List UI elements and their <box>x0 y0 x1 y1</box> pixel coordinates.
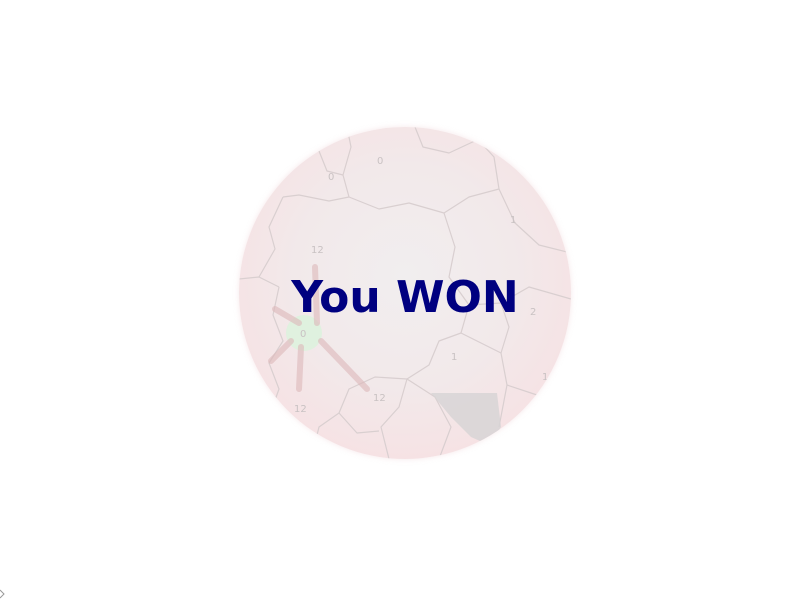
border-line <box>338 412 380 434</box>
region-count: 1 <box>542 372 548 383</box>
corner-edge-icon <box>0 589 5 599</box>
border-line <box>482 144 500 190</box>
border-line <box>500 302 510 354</box>
attack-arrow <box>268 338 294 364</box>
region-count: 0 <box>328 172 334 183</box>
region-count: 2 <box>530 307 536 318</box>
border-line <box>443 212 470 334</box>
player-region-count: 0 <box>300 329 306 340</box>
attack-arrows <box>268 264 370 392</box>
attack-arrow <box>296 344 304 392</box>
border-line <box>468 286 571 306</box>
attack-arrow <box>272 306 302 326</box>
region-count: 12 <box>311 245 324 256</box>
attack-arrow <box>318 338 370 392</box>
win-message: You WON <box>291 272 519 323</box>
region-count: 1 <box>510 215 516 226</box>
border-line <box>406 378 452 459</box>
border-line <box>498 384 508 428</box>
region-count: 1 <box>451 352 457 363</box>
region-count: 0 <box>377 156 383 167</box>
region-count: 12 <box>373 393 386 404</box>
border-line <box>380 378 408 459</box>
border-line <box>282 194 350 202</box>
border-line <box>239 276 280 288</box>
border-line <box>342 127 352 198</box>
territory-map: 0 0 0 1 12 2 12 12 1 1 <box>239 127 571 459</box>
border-line <box>318 150 344 176</box>
border-line <box>460 332 538 396</box>
neutral-region <box>431 393 501 445</box>
border-line <box>406 332 462 380</box>
border-line <box>310 412 340 459</box>
border-line <box>498 188 571 254</box>
border-line <box>414 127 480 154</box>
border-line <box>348 188 500 214</box>
region-count: 12 <box>294 404 307 415</box>
border-line <box>258 196 284 278</box>
attack-arrow <box>312 264 320 326</box>
faded-game-map: 0 0 0 1 12 2 12 12 1 1 <box>239 127 571 459</box>
